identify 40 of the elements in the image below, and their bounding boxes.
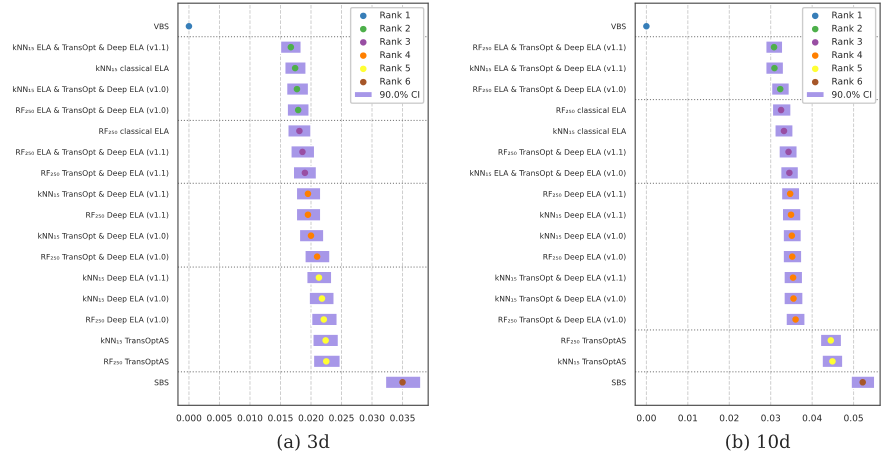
x-tick-label: 0.000 [176,414,202,422]
bar [308,292,335,306]
legend-label: Rank 3 [380,38,410,45]
legend-label: Rank 2 [380,24,410,32]
point [399,379,406,386]
bar [312,354,341,368]
legend-label: 90.0% CI [832,90,872,98]
point [643,22,650,30]
x-axis-title: (b) 10d [726,434,790,451]
bar [312,333,340,348]
legend-label: 90.0% CI [380,90,420,98]
x-tick-label: 0.02 [720,414,738,422]
x-tick-label: 0.05 [844,414,863,422]
legend-label: Rank 1 [832,11,862,18]
x-tick-label: 0.04 [802,414,822,422]
x-tick-label: 0.005 [207,414,232,422]
legend-label: Rank 5 [380,64,410,72]
x-tick-label: 0.01 [678,414,698,422]
x-axis-title: (a) 3d [278,434,330,451]
legend-label: Rank 2 [832,24,862,32]
x-tick-label: 0.010 [238,414,262,422]
legend-label: Rank 6 [380,78,410,85]
x-tick-label: 0.035 [390,414,415,422]
bar [306,270,332,285]
x-tick-label: 0.015 [268,414,293,422]
x-tick-label: 0.00 [636,414,656,422]
legend-label: Rank 4 [832,51,862,58]
bar [304,250,331,264]
x-tick-label: 0.030 [360,414,384,422]
x-tick-label: 0.020 [298,414,324,422]
bar [384,375,422,390]
legend-label: Rank 1 [380,11,410,18]
point [186,22,192,30]
bar [310,312,338,326]
x-tick-label: 0.025 [329,414,354,422]
x-tick-label: 0.03 [761,414,780,422]
legend-label: Rank 4 [380,51,410,58]
legend-label: Rank 3 [832,38,862,45]
legend-label: Rank 5 [832,64,862,72]
legend-label: Rank 6 [832,78,862,85]
